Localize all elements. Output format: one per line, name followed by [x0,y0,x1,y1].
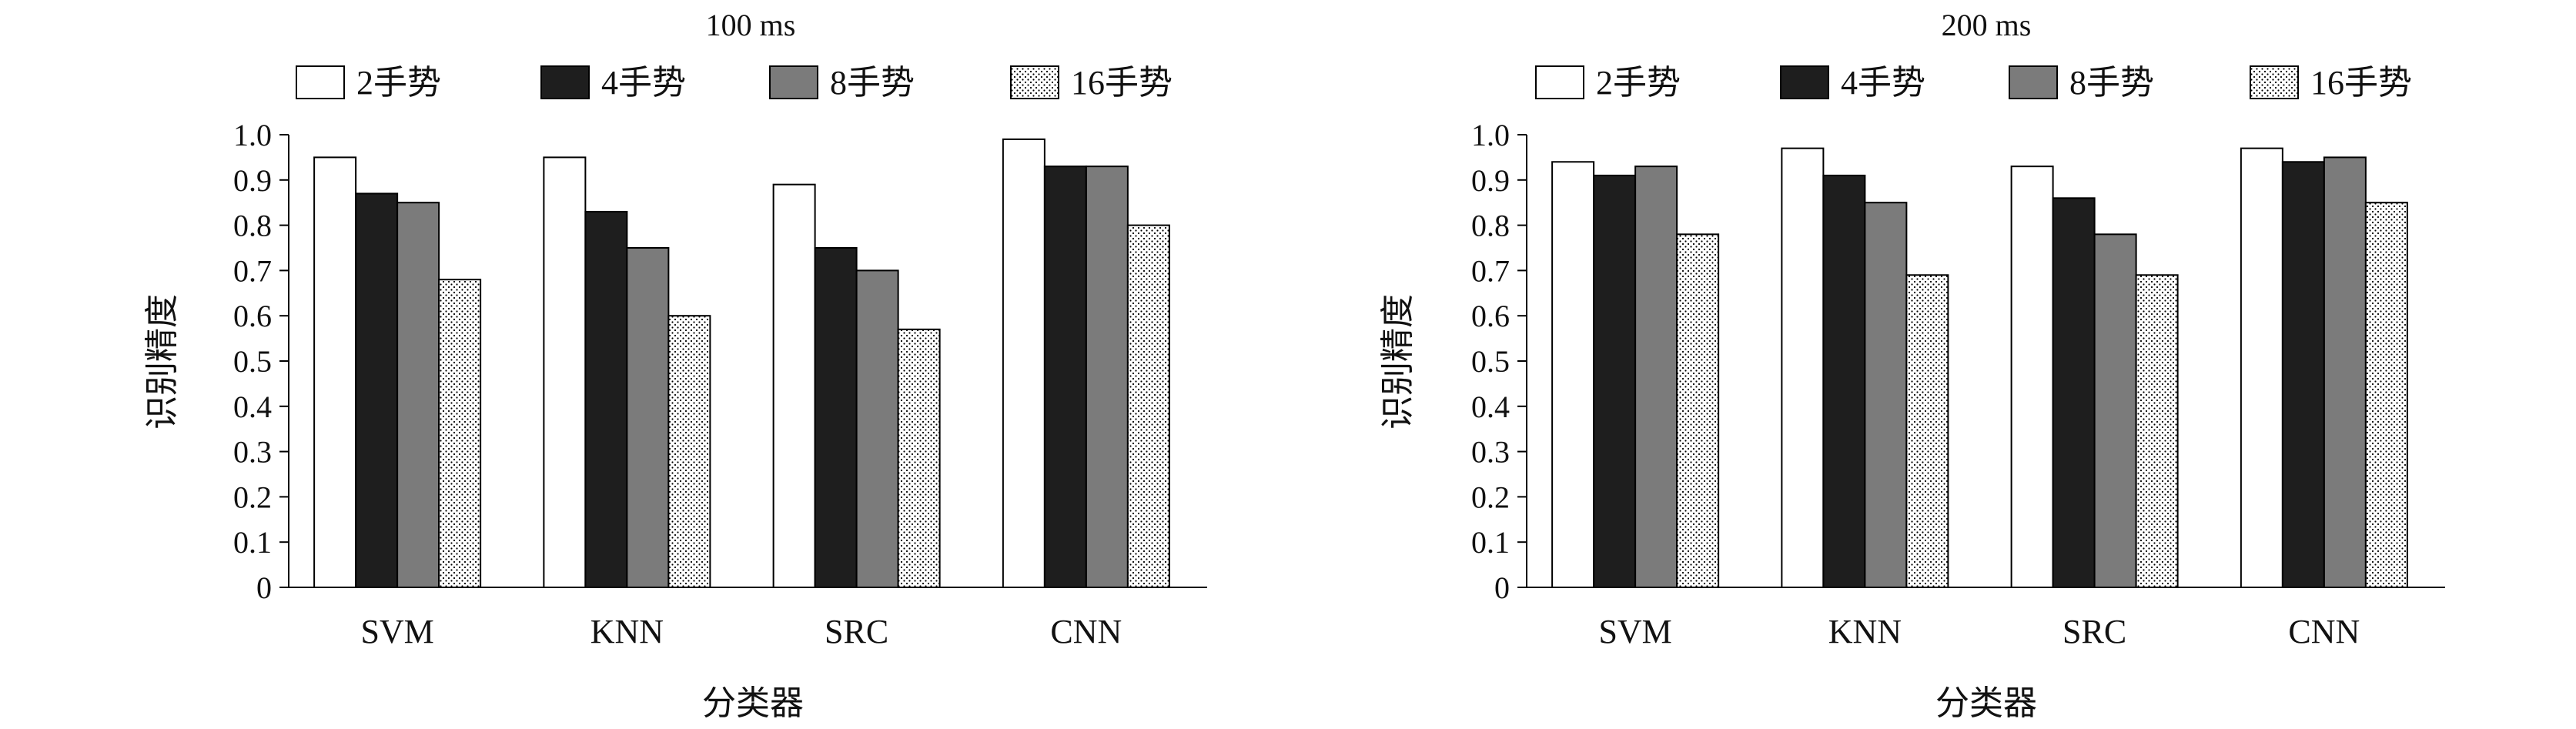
bar-svm-1 [313,156,357,588]
y-tick-label: 0.5 [1471,344,1510,379]
bar-src-4 [2135,274,2179,588]
y-tick-label: 0.7 [1471,253,1510,288]
bar-src-2 [814,247,858,588]
legend-swatch [2009,65,2058,99]
y-tick-label: 0.3 [1471,435,1510,470]
bar-svm-3 [396,202,440,588]
legend-label: 16手势 [1071,64,1173,102]
x-tick-label: SVM [1598,613,1671,650]
y-tick-label: 0.4 [233,390,272,424]
bar-svm-1 [1551,161,1595,588]
bar-svm-2 [1593,174,1637,589]
bar-cnn-1 [1002,138,1045,588]
y-tick-label: 0.6 [233,299,272,333]
legend-swatch [2250,65,2299,99]
y-tick-label: 0.2 [233,480,272,514]
legend-label: 16手势 [2310,64,2412,102]
bar-src-3 [855,269,899,588]
legend-label: 8手势 [830,64,915,102]
bar-src-1 [2010,166,2054,589]
bar-knn-3 [626,247,670,588]
x-axis-label: 分类器 [1935,684,2037,722]
bar-cnn-3 [1085,166,1129,589]
y-tick-label: 0.1 [233,525,272,560]
bar-knn-4 [667,315,711,588]
bar-svm-3 [1634,166,1678,589]
bar-knn-2 [584,210,628,588]
y-axis-label: 识别精度 [1379,294,1417,430]
bar-knn-1 [543,156,587,588]
bar-cnn-1 [2240,147,2283,588]
legend: 2手势 4手势 8手势 16手势 [1535,64,2412,102]
y-axis-label: 识别精度 [143,294,181,430]
y-tick-label: 0.4 [1471,390,1510,424]
y-tick-label: 0.2 [1471,480,1510,514]
bar-knn-4 [1905,274,1949,588]
legend-swatch [296,65,345,99]
x-tick-label: SRC [2062,613,2126,650]
bar-src-4 [897,328,941,588]
legend-swatch [540,65,590,99]
bar-cnn-2 [1043,166,1087,589]
legend-swatch [1780,65,1829,99]
chart-panel-100ms: 100 ms 识别精度 分类器 2手势 4手势 8手势 16手势 0 0.1 0.2 0.3… [143,8,1207,722]
plot-area: 0 0.1 0.2 0.3 0.4 0.5 0.6 0.7 0.8 0.9 1.0 SVM KNN SRC… [1471,118,2445,650]
bar-src-3 [2093,233,2137,588]
x-tick-label: SRC [825,613,888,650]
legend-label: 4手势 [601,64,686,102]
x-tick-label: CNN [1050,613,1122,650]
bar-cnn-4 [2364,202,2408,588]
x-axis-label: 分类器 [702,684,804,722]
y-tick-label: 0.6 [1471,299,1510,333]
bar-svm-4 [438,279,482,588]
bar-cnn-4 [1126,224,1170,588]
y-tick-label: 0.8 [1471,209,1510,243]
y-tick-label: 0.9 [233,163,272,198]
legend-swatch [1010,65,1059,99]
bar-svm-2 [355,192,399,588]
x-tick-label: CNN [2288,613,2360,650]
bar-svm-4 [1676,233,1720,588]
legend-label: 2手势 [1596,64,1681,102]
chart-title: 200 ms [1942,8,2032,42]
y-tick-label: 0 [1494,570,1510,605]
legend-label: 4手势 [1841,64,1925,102]
y-tick-label: 1.0 [1471,118,1510,152]
legend-swatch [769,65,818,99]
bar-src-1 [772,183,816,588]
x-tick-label: KNN [1828,613,1902,650]
y-tick-label: 0.1 [1471,525,1510,560]
y-tick-label: 0.9 [1471,163,1510,198]
legend-label: 8手势 [2069,64,2154,102]
chart-panel-200ms: 200 ms 识别精度 分类器 2手势 4手势 8手势 16手势 0 0.1 0.2 0.3… [1379,8,2445,722]
bar-src-2 [2052,197,2096,588]
y-tick-label: 0.7 [233,253,272,288]
bar-knn-2 [1822,174,1866,589]
y-tick-label: 0.3 [233,435,272,470]
y-tick-label: 0 [256,570,272,605]
x-tick-label: SVM [360,613,433,650]
legend-label: 2手势 [356,64,441,102]
y-tick-label: 0.5 [233,344,272,379]
bar-cnn-2 [2281,161,2325,588]
bar-knn-1 [1781,147,1825,588]
bar-knn-3 [1864,202,1908,588]
plot-area: 0 0.1 0.2 0.3 0.4 0.5 0.6 0.7 0.8 0.9 1.0 SVM KNN SRC… [233,118,1207,650]
chart-title: 100 ms [706,8,796,42]
y-tick-label: 1.0 [233,118,272,152]
legend-swatch [1535,65,1584,99]
bar-cnn-3 [2323,156,2367,588]
y-tick-label: 0.8 [233,209,272,243]
legend: 2手势 4手势 8手势 16手势 [296,64,1173,102]
x-tick-label: KNN [590,613,664,650]
